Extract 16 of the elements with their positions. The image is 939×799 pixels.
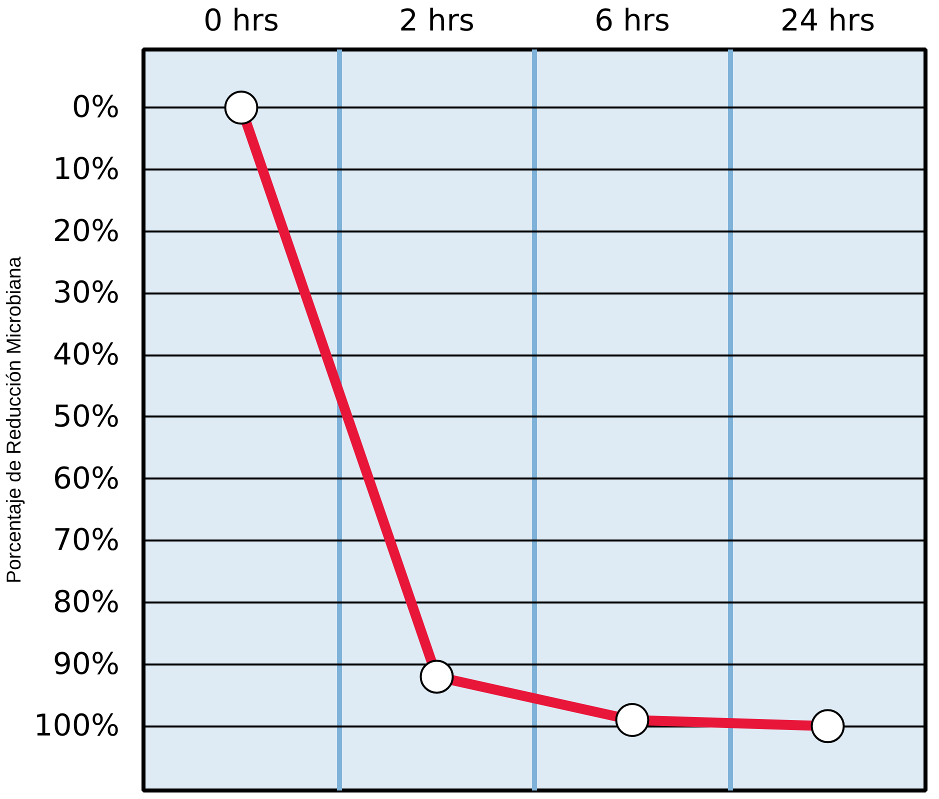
x-tick-label: 6 hrs: [594, 4, 670, 38]
x-tick-label: 0 hrs: [203, 4, 280, 38]
y-axis-title: Porcentaje de Reducción Microbiana: [4, 256, 26, 584]
y-tick-label: 90%: [52, 646, 120, 682]
x-tick-label: 24 hrs: [780, 4, 876, 38]
y-tick-label: 100%: [34, 708, 120, 744]
x-tick-label: 2 hrs: [398, 4, 475, 38]
y-tick-label: 50%: [52, 399, 120, 434]
y-tick-label: 30%: [52, 276, 120, 311]
y-tick-label: 40%: [52, 338, 120, 373]
y-tick-label: 60%: [52, 461, 120, 496]
y-tick-label: 80%: [52, 584, 120, 620]
y-tick-label: 20%: [52, 214, 120, 249]
y-tick-label: 10%: [52, 152, 120, 187]
y-tick-label: 70%: [52, 523, 120, 558]
y-tick-label: 0%: [72, 90, 120, 126]
